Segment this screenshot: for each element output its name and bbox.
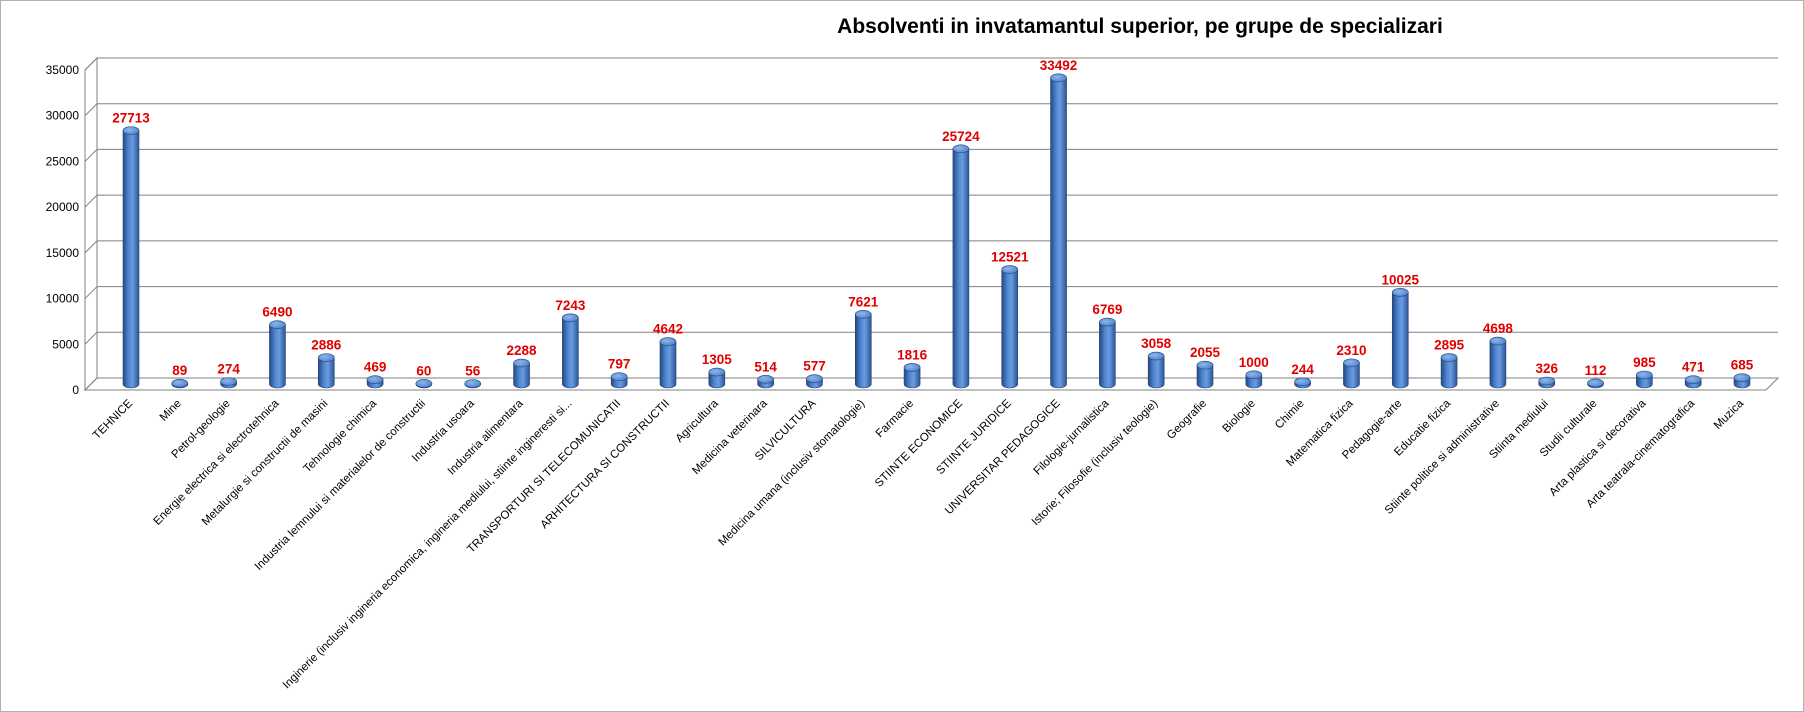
data-label: 6490	[262, 305, 292, 320]
bar	[1001, 265, 1019, 389]
bar	[220, 377, 237, 389]
data-label: 27713	[112, 111, 150, 126]
bar	[1050, 73, 1067, 389]
bar	[659, 337, 677, 389]
y-tick-label: 0	[72, 383, 79, 397]
bar	[757, 375, 774, 389]
data-label: 274	[217, 361, 240, 376]
y-tick-label: 5000	[52, 337, 79, 351]
data-label: 4642	[653, 322, 683, 337]
data-label: 7621	[848, 294, 879, 309]
y-tick-label: 15000	[46, 246, 80, 260]
bar	[1196, 360, 1214, 389]
bar	[1391, 288, 1409, 389]
bar	[366, 375, 384, 389]
bar	[708, 367, 726, 389]
bar	[415, 379, 433, 389]
bar	[1538, 376, 1556, 389]
gridline	[84, 103, 1778, 117]
bar	[1733, 373, 1751, 389]
data-label: 112	[1585, 363, 1607, 378]
data-label: 6769	[1092, 302, 1122, 317]
bar	[1684, 375, 1702, 389]
bar	[562, 313, 579, 389]
bar	[269, 320, 286, 389]
data-label: 2288	[507, 343, 538, 358]
data-label: 25724	[942, 129, 980, 144]
bar	[1440, 353, 1458, 389]
data-label: 985	[1633, 355, 1656, 370]
side-wall	[84, 56, 98, 392]
bar	[464, 379, 482, 389]
data-label: 3058	[1141, 336, 1172, 351]
chart-title: Absolventi in invatamantul superior, pe …	[837, 15, 1443, 38]
data-label: 326	[1535, 361, 1558, 376]
data-label: 685	[1731, 358, 1754, 373]
data-label: 469	[364, 360, 387, 375]
bar	[952, 144, 970, 389]
gridline	[84, 240, 1778, 254]
bar	[854, 310, 872, 389]
bar	[1147, 351, 1165, 389]
bar	[1245, 370, 1263, 389]
data-label: 7243	[555, 298, 586, 313]
bar	[122, 126, 140, 389]
bar	[610, 372, 628, 389]
data-label: 2895	[1434, 338, 1465, 353]
bar	[1489, 336, 1507, 389]
bar	[903, 363, 921, 389]
y-tick-label: 25000	[46, 154, 80, 168]
data-label: 2055	[1190, 345, 1221, 360]
y-tick-label: 20000	[46, 200, 80, 214]
bar	[1343, 358, 1360, 389]
data-label: 797	[608, 357, 631, 372]
bar	[513, 358, 530, 389]
gridline	[84, 377, 1778, 391]
data-label: 56	[465, 363, 481, 378]
y-tick-label: 10000	[46, 292, 80, 306]
gridline	[84, 331, 1778, 345]
bar	[171, 378, 189, 389]
data-labels: 27713 89 274 6490 2886 469 60 56 2288 7243 797 4642…	[112, 58, 1754, 379]
bar	[1294, 377, 1311, 389]
data-label: 10025	[1381, 272, 1419, 287]
gridline	[84, 286, 1778, 299]
data-label: 471	[1682, 360, 1705, 375]
data-label: 12521	[991, 250, 1029, 265]
data-label: 2310	[1336, 343, 1366, 358]
gridline	[84, 57, 1778, 71]
y-tick-label: 35000	[46, 63, 80, 77]
data-label: 4698	[1483, 321, 1514, 336]
y-axis: 0 5000 10000 15000 20000 25000 30000 35000	[46, 63, 86, 397]
bar	[806, 374, 823, 389]
data-label: 1816	[897, 347, 928, 362]
bars	[122, 73, 1751, 389]
gridline	[84, 148, 1778, 162]
data-label: 2886	[311, 338, 342, 353]
y-tick-label: 30000	[46, 109, 80, 123]
data-label: 89	[172, 363, 187, 378]
data-label: 33492	[1040, 58, 1078, 73]
data-label: 244	[1291, 362, 1314, 377]
bar	[317, 353, 335, 389]
data-label: 577	[803, 359, 826, 374]
data-label: 1305	[702, 352, 733, 367]
bar	[1587, 378, 1604, 389]
data-label: 514	[754, 359, 777, 374]
data-label: 1000	[1239, 355, 1269, 370]
bar	[1099, 317, 1116, 389]
gridline	[84, 194, 1778, 208]
bar	[1636, 370, 1653, 389]
floor	[83, 377, 1780, 391]
data-label: 60	[416, 363, 431, 378]
gridlines	[84, 57, 1778, 391]
